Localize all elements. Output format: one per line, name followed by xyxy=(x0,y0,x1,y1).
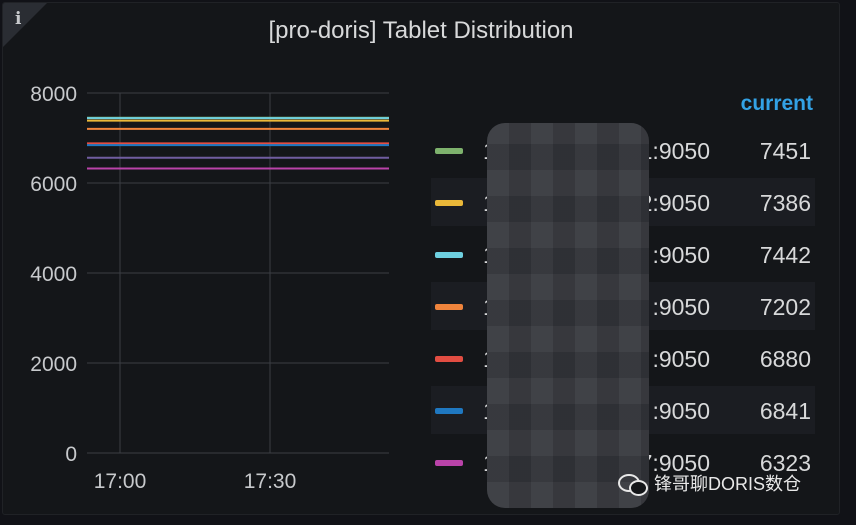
series-color-swatch[interactable] xyxy=(435,200,463,206)
series-name-suffix[interactable]: :9050 xyxy=(652,398,710,424)
x-tick-label: 17:00 xyxy=(94,470,147,493)
y-tick-label: 8000 xyxy=(30,83,77,106)
series-name-suffix[interactable]: :9050 xyxy=(652,294,710,320)
y-tick-label: 2000 xyxy=(30,353,77,376)
series-current-value: 6841 xyxy=(759,398,811,424)
line-chart: 0 2000 4000 6000 8000 17:00 17:30 xyxy=(30,83,389,493)
series-color-swatch[interactable] xyxy=(435,460,463,466)
series-color-swatch[interactable] xyxy=(435,148,463,154)
series-current-value: 6880 xyxy=(759,346,811,372)
series-color-swatch[interactable] xyxy=(435,304,463,310)
y-tick-label: 6000 xyxy=(30,173,77,196)
dashboard-panel: i [pro-doris] Tablet Distribution 0 2000 4… xyxy=(2,2,840,515)
series-color-swatch[interactable] xyxy=(435,252,463,258)
y-tick-label: 4000 xyxy=(30,263,77,286)
series-current-value: 7202 xyxy=(759,294,811,320)
series-current-value: 7386 xyxy=(759,190,811,216)
info-corner[interactable] xyxy=(3,3,47,47)
watermark: 锋哥聊DORIS数仓 xyxy=(618,470,801,496)
series-current-value: 6323 xyxy=(759,450,811,476)
series-color-swatch[interactable] xyxy=(435,356,463,362)
series-name-suffix[interactable]: :9050 xyxy=(652,242,710,268)
series-name-suffix[interactable]: :9050 xyxy=(652,346,710,372)
x-tick-label: 17:30 xyxy=(244,470,297,493)
panel-title[interactable]: [pro-doris] Tablet Distribution xyxy=(268,17,574,44)
series-current-value: 7442 xyxy=(759,242,811,268)
wechat-icon xyxy=(618,472,648,496)
series-name-suffix[interactable]: 2:9050 xyxy=(639,190,710,216)
series-current-value: 7451 xyxy=(759,138,811,164)
series-color-swatch[interactable] xyxy=(435,408,463,414)
watermark-text: 锋哥聊DORIS数仓 xyxy=(654,474,802,494)
info-icon[interactable]: i xyxy=(15,9,22,29)
series-name-suffix[interactable]: 1:9050 xyxy=(639,138,710,164)
series-name-suffix[interactable]: 7:9050 xyxy=(639,450,710,476)
y-tick-label: 0 xyxy=(65,443,77,466)
redacted-area xyxy=(487,123,649,508)
legend-header-current[interactable]: current xyxy=(740,92,813,115)
